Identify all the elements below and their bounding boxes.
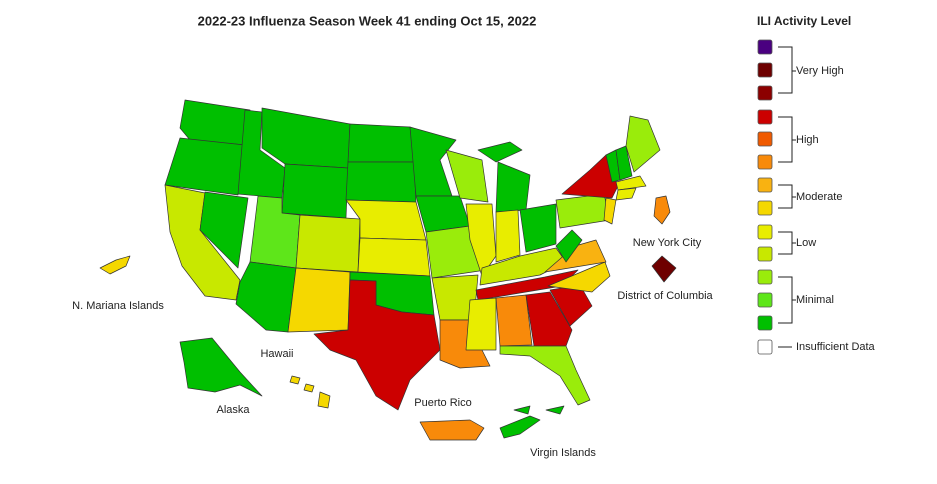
state xyxy=(615,145,633,181)
state xyxy=(347,123,415,163)
swatch xyxy=(757,292,773,308)
map-labels: New York City District of Columbia N. Ma… xyxy=(72,237,713,459)
legend-label: Minimal xyxy=(796,294,834,306)
state xyxy=(477,141,523,163)
map-label: Alaska xyxy=(216,404,250,416)
state xyxy=(603,197,617,225)
legend-label: Low xyxy=(796,237,816,249)
hawaii xyxy=(303,383,315,393)
state xyxy=(313,279,441,411)
swatch xyxy=(757,200,773,216)
state xyxy=(261,107,351,169)
state xyxy=(179,99,251,146)
title: 2022-23 Influenza Season Week 41 ending … xyxy=(198,13,537,28)
hawaii xyxy=(317,391,331,409)
puerto-rico xyxy=(419,419,485,441)
swatch xyxy=(757,269,773,285)
state xyxy=(199,191,249,269)
state xyxy=(615,187,637,201)
swatch xyxy=(757,224,773,240)
state xyxy=(357,237,431,277)
swatch xyxy=(757,39,773,55)
swatch xyxy=(757,315,773,331)
state xyxy=(525,291,573,347)
swatch xyxy=(757,339,773,355)
state xyxy=(281,163,349,219)
state xyxy=(345,161,417,203)
state xyxy=(164,137,246,196)
legend-title: ILI Activity Level xyxy=(757,14,851,28)
map-label: N. Mariana Islands xyxy=(72,300,164,312)
state xyxy=(555,229,583,263)
state xyxy=(495,161,531,213)
map-label: Puerto Rico xyxy=(414,397,471,409)
bracket xyxy=(778,231,796,255)
bracket xyxy=(778,46,796,94)
swatch xyxy=(757,177,773,193)
state xyxy=(465,297,497,351)
alaska xyxy=(179,337,263,397)
state xyxy=(625,115,661,173)
map-label: Virgin Islands xyxy=(530,447,596,459)
virgin-islands xyxy=(545,405,565,415)
map-label: Hawaii xyxy=(260,348,293,360)
state xyxy=(615,175,647,191)
legend-label: Very High xyxy=(796,65,844,77)
state xyxy=(519,203,557,253)
hawaii xyxy=(289,375,301,385)
state xyxy=(235,261,297,333)
legend-label: High xyxy=(796,134,819,146)
state xyxy=(495,209,521,263)
swatch xyxy=(757,154,773,170)
legend-label: Insufficient Data xyxy=(796,341,876,353)
n-mariana-islands xyxy=(99,255,131,275)
new-york-city xyxy=(653,195,671,225)
bracket xyxy=(778,116,796,163)
map-label: District of Columbia xyxy=(617,290,713,302)
state xyxy=(547,261,611,293)
district-of-columbia xyxy=(651,255,677,283)
bracket xyxy=(778,184,796,209)
virgin-islands xyxy=(513,405,531,415)
state xyxy=(445,149,489,203)
state xyxy=(409,126,457,197)
map-label: New York City xyxy=(633,237,702,249)
legend: ILI Activity Level Very High High Modera… xyxy=(757,14,876,355)
legend-label: Moderate xyxy=(796,191,842,203)
bracket xyxy=(778,276,796,324)
state xyxy=(495,294,533,347)
state xyxy=(415,195,471,233)
virgin-islands xyxy=(499,415,541,439)
swatch xyxy=(757,109,773,125)
swatch xyxy=(757,246,773,262)
swatch xyxy=(757,131,773,147)
state xyxy=(295,214,361,273)
state xyxy=(555,193,611,229)
state xyxy=(499,345,591,406)
swatch xyxy=(757,62,773,78)
state xyxy=(287,267,351,333)
us-map xyxy=(99,99,677,441)
swatch xyxy=(757,85,773,101)
